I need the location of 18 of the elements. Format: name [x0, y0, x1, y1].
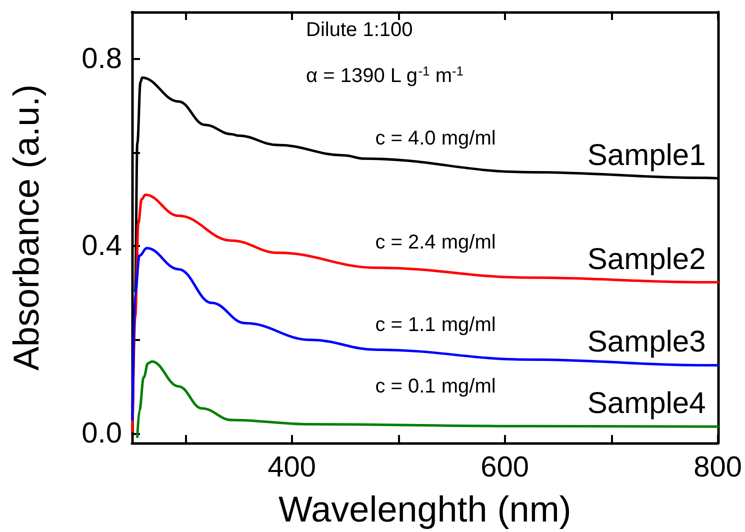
- annotation: c = 0.1 mg/ml: [375, 376, 496, 398]
- y-axis-title: Absorbance (a.u.): [6, 84, 46, 371]
- series-label: Sample4: [587, 387, 706, 420]
- annotation: c = 2.4 mg/ml: [375, 231, 496, 254]
- x-axis-title: Wavelenghth (nm): [278, 488, 572, 530]
- annotation: c = 4.0 mg/ml: [375, 127, 496, 150]
- annotation: c = 1.1 mg/ml: [375, 314, 496, 336]
- x-tick-label: 600: [480, 452, 529, 484]
- line-series: [136, 360, 720, 438]
- series-label: Sample2: [587, 242, 706, 276]
- y-tick-label: 0.8: [82, 42, 122, 75]
- x-tick-label: 800: [694, 452, 742, 484]
- y-tick-label: 0.0: [82, 418, 122, 450]
- x-tick-label: 400: [268, 452, 316, 484]
- y-tick-label: 0.4: [82, 230, 122, 262]
- annotation: Dilute 1:100: [306, 19, 413, 41]
- series-label: Sample3: [587, 326, 706, 359]
- series-label: Sample1: [587, 138, 706, 172]
